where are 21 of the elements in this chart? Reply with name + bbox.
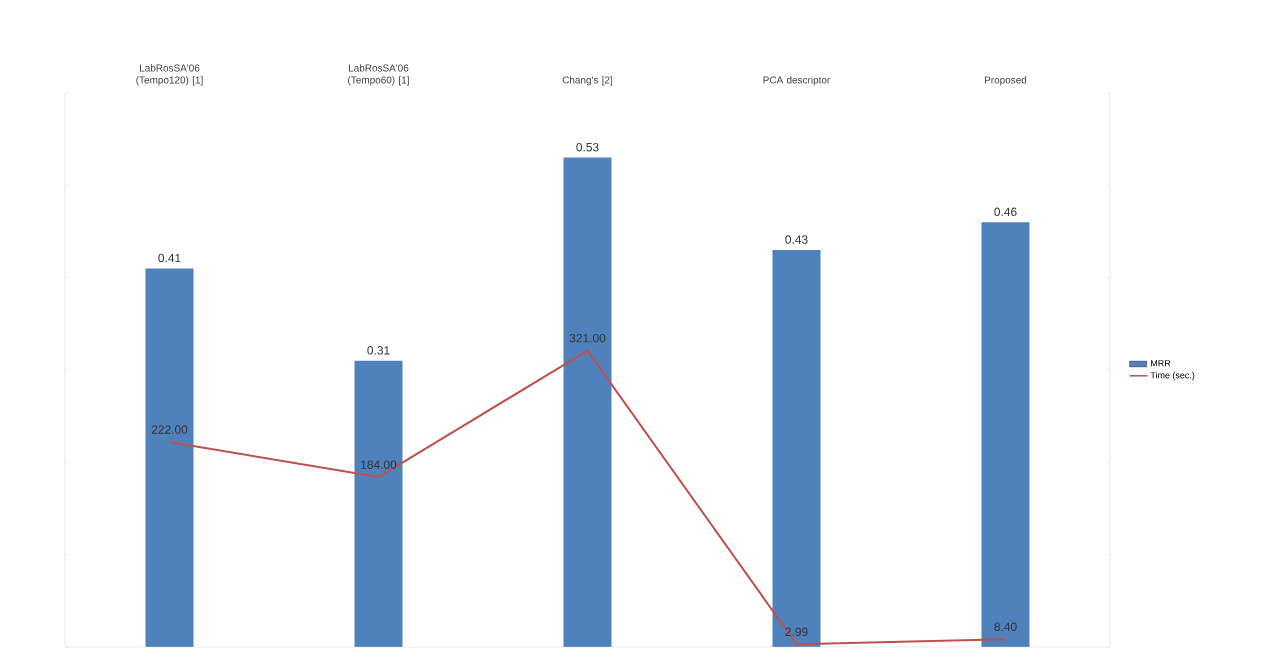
x-tick-label: Proposed [984, 76, 1027, 86]
x-tick-label: PCA descriptor [763, 76, 831, 86]
data-label: 0.46 [994, 207, 1017, 217]
bar [563, 157, 612, 647]
data-label: 321.00 [569, 333, 606, 343]
data-label: 0.41 [158, 253, 181, 263]
data-label: 184.00 [361, 460, 397, 469]
data-label: 0.53 [576, 142, 599, 152]
x-tick-label: Chang's [2] [562, 76, 613, 86]
bar [354, 360, 403, 647]
bar [145, 268, 194, 647]
bar [981, 222, 1030, 647]
legend-label: Time (sec.) [1150, 371, 1195, 381]
x-tick-label: LabRosSA'06 (Tempo60) [1] [348, 64, 409, 86]
x-tick-label: LabRosSA'06 (Tempo120) [1] [136, 64, 203, 86]
data-label: 0.31 [367, 346, 390, 355]
legend-label: MRR [1151, 360, 1171, 367]
bar [772, 249, 821, 647]
data-label: 222.00 [151, 425, 188, 434]
data-label: 0.43 [785, 235, 808, 244]
data-label: 8.40 [994, 622, 1017, 632]
